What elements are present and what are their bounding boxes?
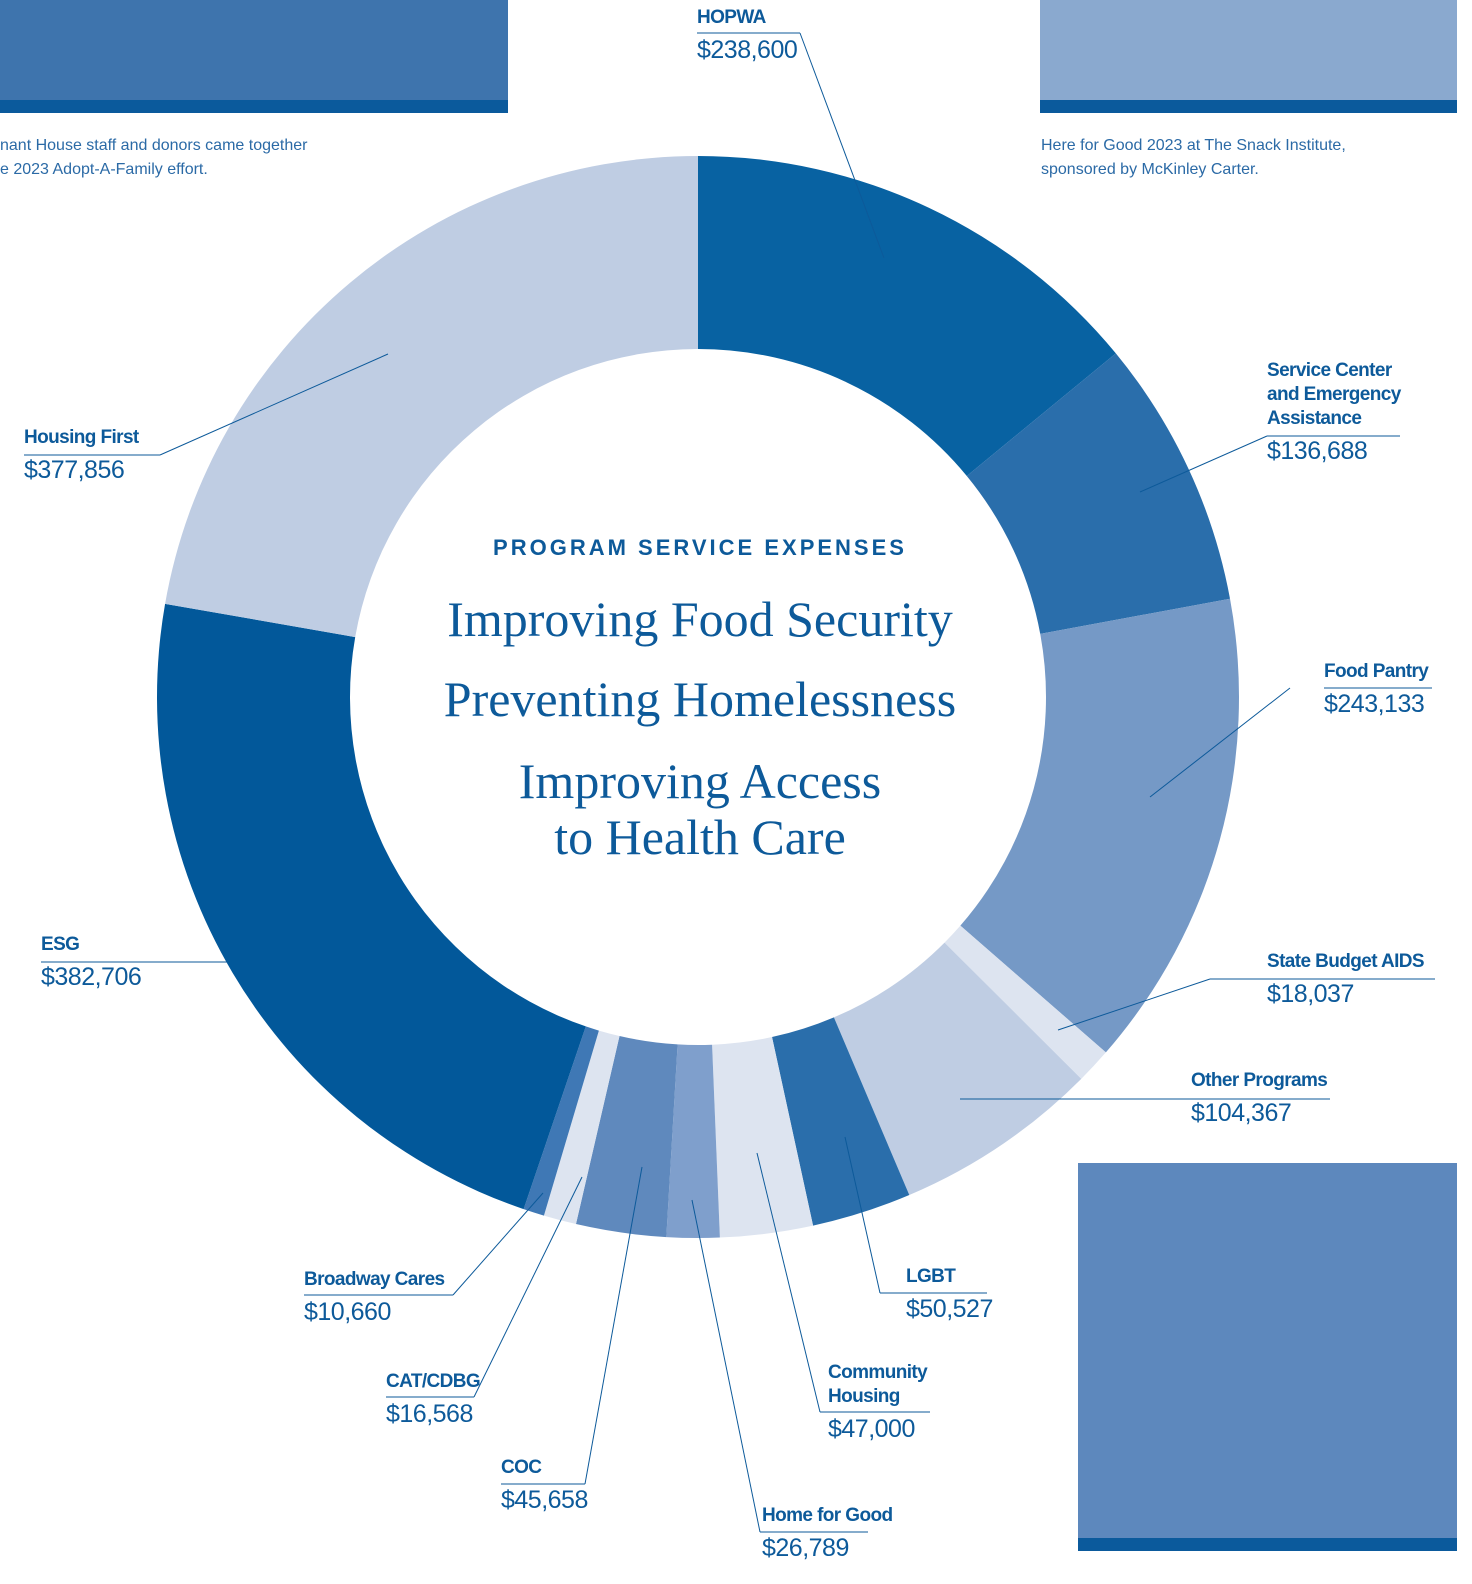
photo-caption: Here for Good 2023 at The Snack Institut… <box>1041 134 1346 182</box>
segment-name: Service Center and Emergency Assistance <box>1267 359 1417 431</box>
photo-bar <box>1078 1538 1457 1551</box>
segment-value: $10,660 <box>304 1298 504 1327</box>
segment-value: $104,367 <box>1191 1099 1391 1128</box>
chart: PROGRAM SERVICE EXPENSES Improving Food … <box>0 0 1472 1584</box>
photo <box>1040 0 1457 100</box>
segment-label: ESG $382,706 <box>41 933 241 992</box>
segment-name: Other Programs <box>1191 1069 1391 1093</box>
photo-bar <box>0 100 508 113</box>
segment-value: $238,600 <box>697 36 897 65</box>
segment-name: Food Pantry <box>1324 660 1472 684</box>
segment-value: $18,037 <box>1267 980 1467 1009</box>
caption-line: nant House staff and donors came togethe… <box>0 134 307 158</box>
segment-label: HOPWA $238,600 <box>697 6 897 65</box>
segment-label: Housing First $377,856 <box>24 426 224 485</box>
segment-label: Home for Good $26,789 <box>762 1504 962 1563</box>
photo <box>0 0 508 100</box>
segment-name: ESG <box>41 933 241 957</box>
segment-name: Home for Good <box>762 1504 962 1528</box>
photo-bar <box>1040 100 1457 113</box>
segment-value: $377,856 <box>24 456 224 485</box>
segment-name: State Budget AIDS <box>1267 950 1467 974</box>
caption-line: Here for Good 2023 at The Snack Institut… <box>1041 134 1346 158</box>
caption-line: e 2023 Adopt-A-Family effort. <box>0 158 307 182</box>
segment-value: $16,568 <box>386 1400 586 1429</box>
segment-label: Other Programs $104,367 <box>1191 1069 1391 1128</box>
segment-name: Community Housing <box>828 1361 938 1409</box>
segment-name: COC <box>501 1456 701 1480</box>
segment-name: Broadway Cares <box>304 1268 504 1292</box>
segment-label: LGBT $50,527 <box>906 1265 1106 1324</box>
segment-name: LGBT <box>906 1265 1106 1289</box>
photo <box>1078 1163 1457 1538</box>
page: PROGRAM SERVICE EXPENSES Improving Food … <box>0 0 1472 1584</box>
segment-label: Food Pantry $243,133 <box>1324 660 1472 719</box>
segment-value: $243,133 <box>1324 690 1472 719</box>
segment-name: CAT/CDBG <box>386 1370 586 1394</box>
segment-value: $45,658 <box>501 1486 701 1515</box>
segment-value: $26,789 <box>762 1534 962 1563</box>
segment-value: $47,000 <box>828 1415 938 1444</box>
segment-label: Community Housing $47,000 <box>828 1361 938 1444</box>
center-line: Preventing Homelessness <box>444 671 956 727</box>
caption-line: sponsored by McKinley Carter. <box>1041 158 1346 182</box>
segment-label: COC $45,658 <box>501 1456 701 1515</box>
segment-name: Housing First <box>24 426 224 450</box>
center-heading: PROGRAM SERVICE EXPENSES <box>493 535 907 560</box>
center-line: to Health Care <box>554 809 846 865</box>
leader-line <box>692 1200 760 1532</box>
photo-caption: nant House staff and donors came togethe… <box>0 134 307 182</box>
center-line: Improving Food Security <box>447 591 953 647</box>
segment-label: State Budget AIDS $18,037 <box>1267 950 1467 1009</box>
segment-value: $382,706 <box>41 963 241 992</box>
segment-label: Broadway Cares $10,660 <box>304 1268 504 1327</box>
segment-label: CAT/CDBG $16,568 <box>386 1370 586 1429</box>
donut-segment <box>165 156 698 637</box>
segment-value: $136,688 <box>1267 437 1417 466</box>
segment-label: Service Center and Emergency Assistance $… <box>1267 359 1417 466</box>
segment-name: HOPWA <box>697 6 897 30</box>
center-line: Improving Access <box>519 753 881 809</box>
segment-value: $50,527 <box>906 1295 1106 1324</box>
